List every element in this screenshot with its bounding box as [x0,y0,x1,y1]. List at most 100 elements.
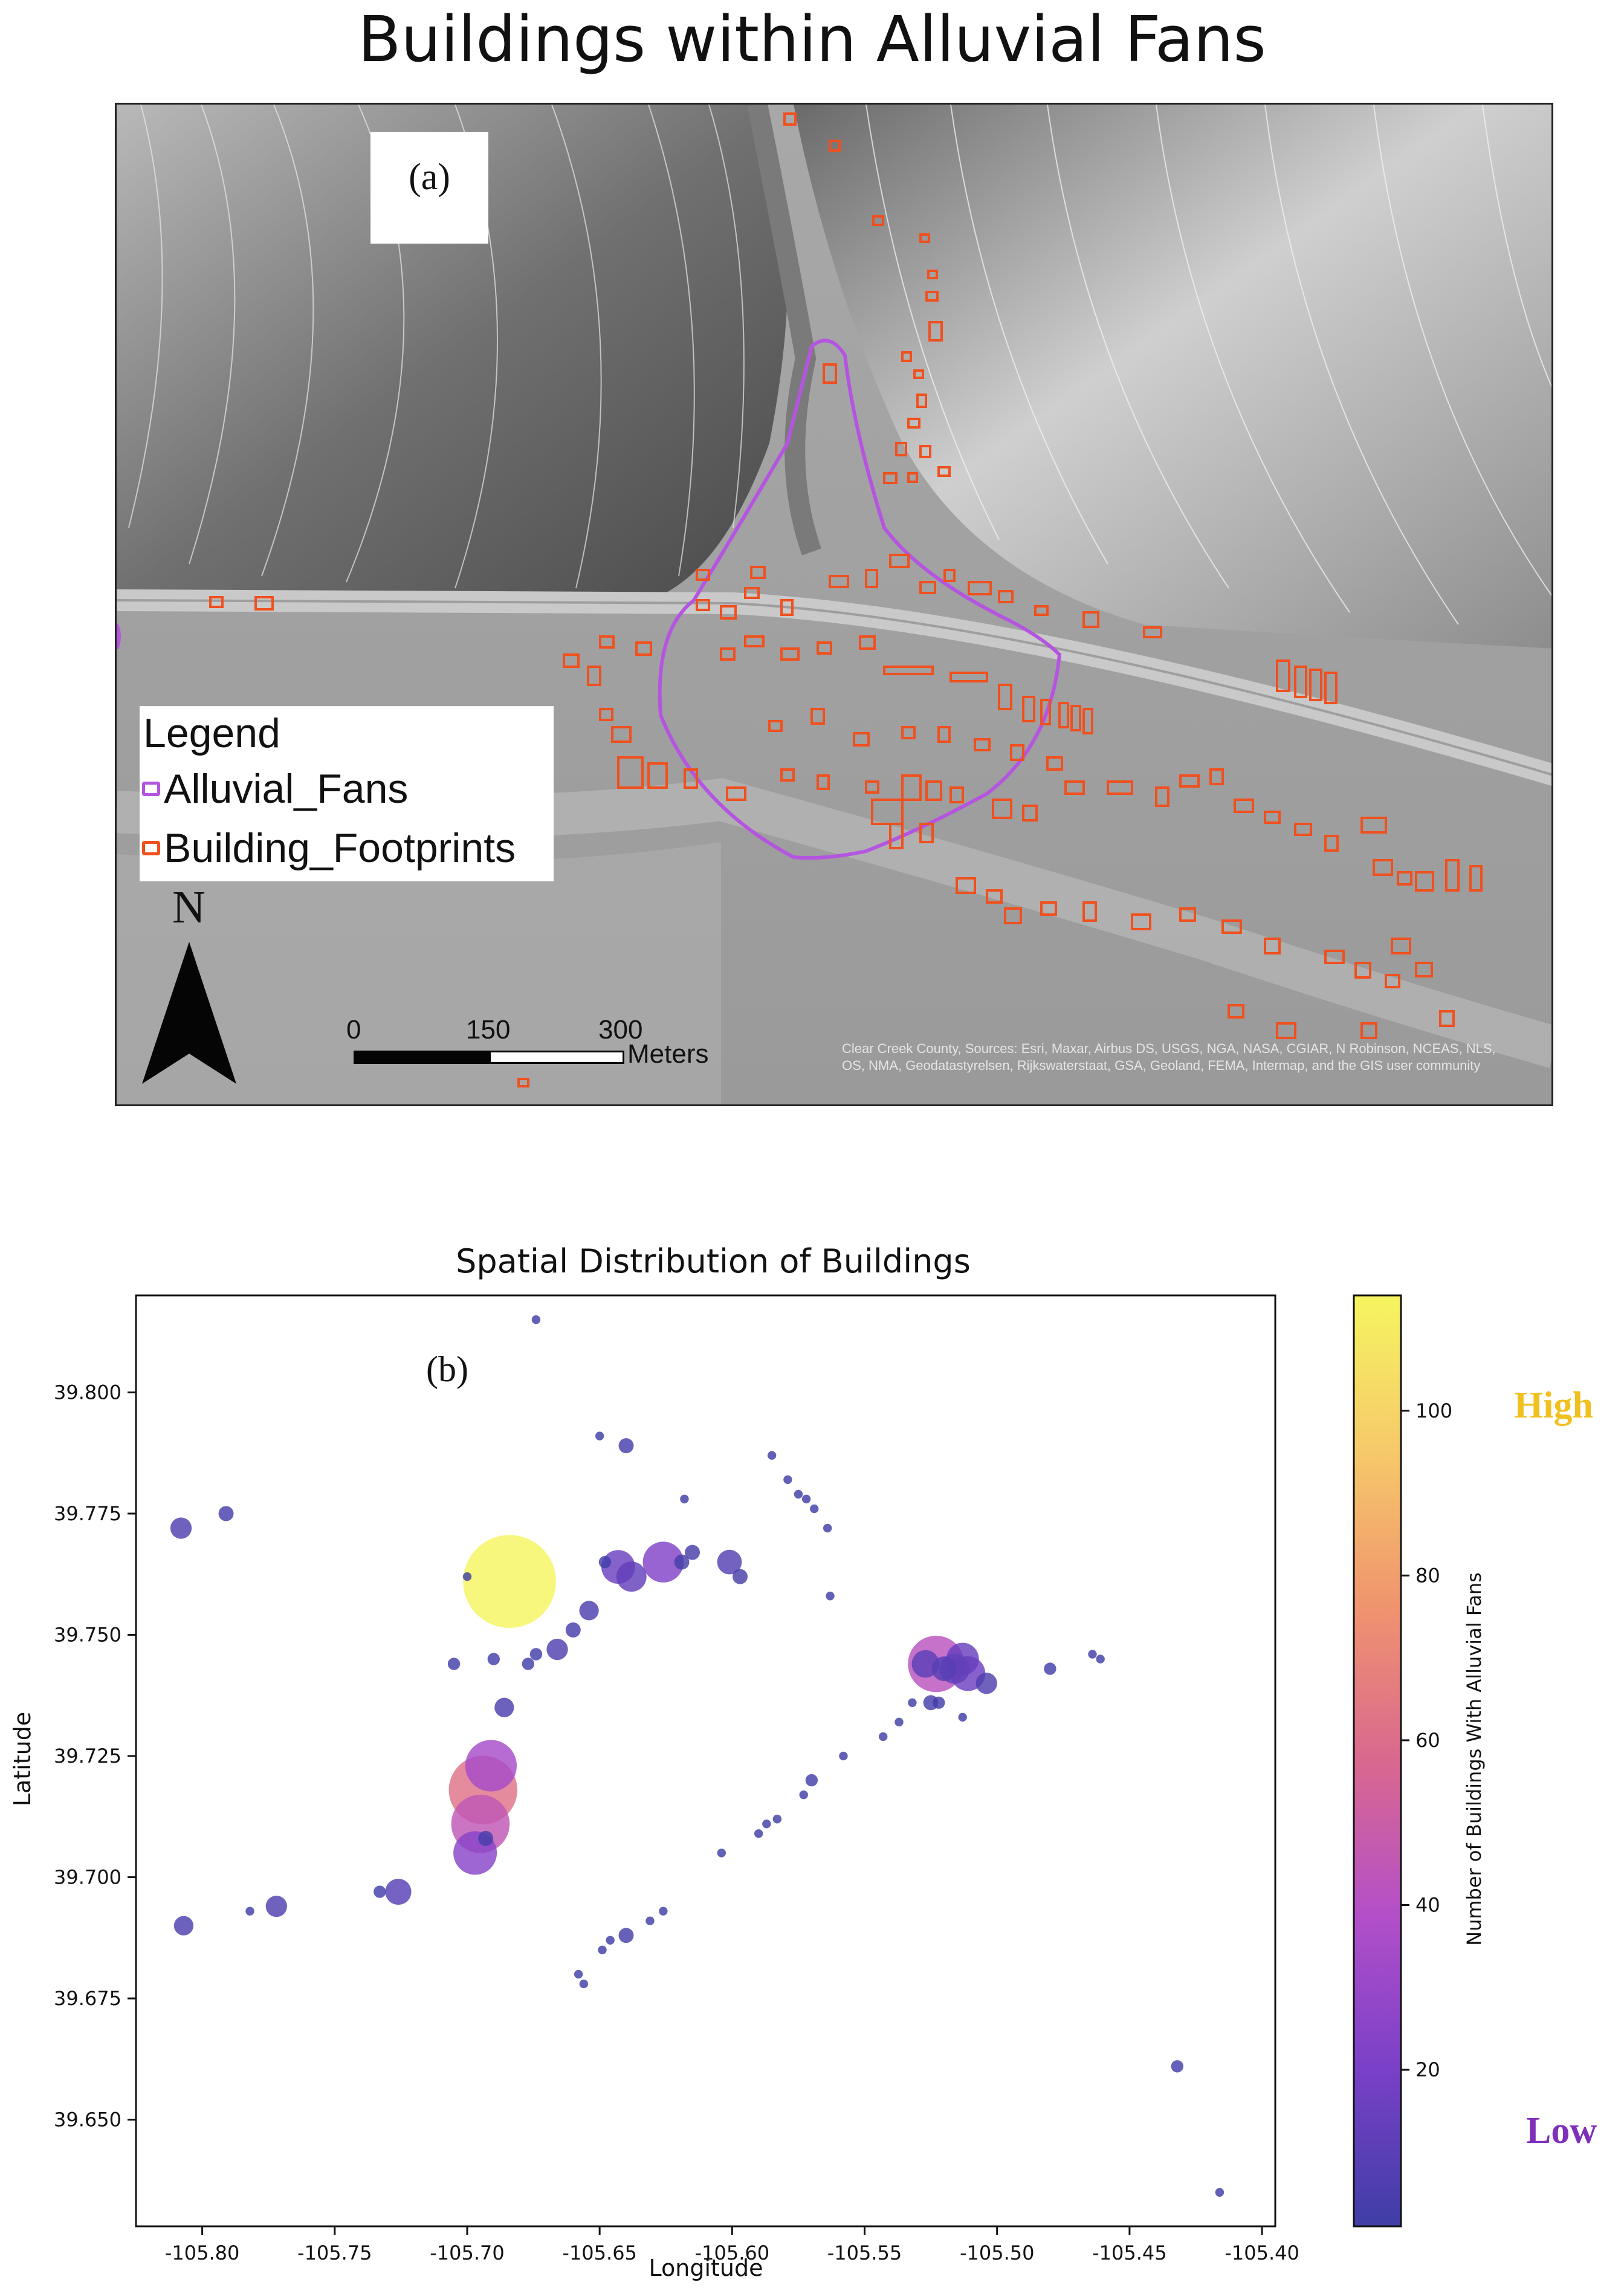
scatter-point [879,1732,888,1742]
scatter-point [265,1895,287,1917]
colorbar-tick-label: 60 [1415,1729,1440,1752]
north-arrow-label: N [172,882,205,933]
colorbar-tick-label: 20 [1415,2058,1440,2081]
scatter-point [598,1945,607,1955]
y-tick-label: 39.775 [54,1502,121,1525]
alluvial-fans-swatch [142,782,160,796]
scatter-point [958,1713,967,1722]
scatter-point [1096,1654,1105,1664]
x-axis-label: Longitude [649,2255,763,2281]
scatter-point [529,1648,543,1661]
map-panel[interactable]: (a) Legend Alluvial_Fans Building_Footpr… [115,103,1553,1106]
scatter-point [598,1555,612,1569]
colorbar-high-annotation: High [1514,1385,1593,1426]
scatter-point [579,1979,589,1989]
scatter-point [826,1592,835,1601]
x-tick-label: -105.50 [960,2241,1035,2264]
scatter-point [933,1696,945,1709]
colorbar-tick-label: 80 [1415,1564,1440,1587]
scatter-point [1215,2188,1224,2197]
scatter-point [801,1494,811,1504]
scatter-point [606,1936,615,1945]
scatter-point [595,1431,604,1440]
y-tick-label: 39.725 [54,1745,121,1768]
scatter-point [565,1622,581,1638]
y-tick-label: 39.800 [54,1381,121,1404]
legend-label: Alluvial_Fans [164,766,409,812]
scatter-point [463,1535,556,1628]
x-tick-label: -105.80 [165,2241,240,2264]
x-tick-label: -105.40 [1224,2241,1299,2264]
scatter-point [767,1451,777,1460]
legend-item-building-footprints: Building_Footprints [142,821,516,875]
y-axis-label: Latitude [9,1712,36,1806]
scatter-point [674,1554,690,1570]
legend-label: Building_Footprints [164,825,516,871]
scatter-point [645,1916,655,1925]
scatter-point [685,1544,700,1560]
colorbar-ticks: 20 40 60 80 100 [1401,1399,1452,2081]
colorbar-low-annotation: Low [1526,2110,1597,2151]
x-tick-label: -105.65 [562,2241,637,2264]
scatter-point [385,1878,412,1905]
hillshade-map [117,105,1551,1104]
x-tick-label: -105.55 [827,2241,902,2264]
scatter-point [975,1673,997,1694]
scatter-point [374,1885,386,1898]
scatter-point [810,1504,819,1514]
alluvial-fan-outline [658,339,1062,860]
colorbar [1353,1294,1402,2228]
scatter-point [794,1489,803,1499]
scatter-point [762,1820,771,1829]
x-tick-label: -105.45 [1092,2241,1167,2264]
colorbar-tick-label: 100 [1415,1399,1452,1422]
scatter-point [487,1653,500,1665]
colorbar-label: Number of Buildings With Alluvial Fans [1463,1572,1486,1946]
scale-tick-300: 300 [598,1015,643,1045]
building-footprints [209,112,1483,1087]
scatter-point [1044,1662,1056,1675]
plot-area [135,1294,1276,2228]
scatter-point [805,1774,818,1787]
scatter-point [245,1907,254,1916]
scatter-point [170,1517,192,1539]
scatter-point [465,1740,517,1792]
building-footprints-swatch [142,841,160,855]
north-arrow-icon [142,942,236,1084]
scatter-point [574,1969,583,1979]
map-legend: Legend Alluvial_Fans Building_Footprints [140,706,554,881]
scatter-chart: Spatial Distribution of Buildings (b) -1… [9,1242,1486,2281]
y-tick-label: 39.700 [54,1866,121,1889]
scatter-point [659,1907,668,1916]
map-panel-label-box: (a) [370,132,488,244]
scatter-point [618,1928,634,1943]
map-panel-label: (a) [409,157,450,198]
scatter-point [531,1315,541,1324]
y-tick-label: 39.650 [54,2108,121,2131]
legend-title: Legend [143,710,280,756]
scatter-point [642,1541,684,1583]
scatter-point [931,1656,957,1681]
scatter-point [173,1916,194,1936]
scatter-point [462,1572,472,1581]
scatter-point [494,1697,514,1717]
scatter-point [616,1561,647,1592]
scatter-point [447,1657,461,1670]
map-attribution: Clear Creek County, Sources: Esri, Maxar… [842,1041,1496,1073]
scatter-point [772,1815,782,1824]
y-tick-label: 39.675 [54,1987,121,2010]
x-tick-label: -105.75 [297,2241,372,2264]
y-tick-label: 39.750 [54,1623,121,1646]
scatter-point [1171,2060,1183,2073]
colorbar-tick-label: 40 [1415,1893,1440,1916]
scatter-point [799,1790,808,1800]
scale-tick-150: 150 [466,1015,511,1045]
x-axis-ticks: -105.80 -105.75 -105.70 -105.65 -105.60 -105.… [165,2226,1299,2264]
scatter-point [522,1657,534,1670]
scatter-point [839,1751,848,1761]
scale-unit: Meters [627,1039,709,1069]
scatter-point [733,1569,748,1584]
scatter-point [546,1638,568,1661]
chart-panel-label: (b) [426,1349,468,1389]
scatter-point [680,1494,689,1504]
